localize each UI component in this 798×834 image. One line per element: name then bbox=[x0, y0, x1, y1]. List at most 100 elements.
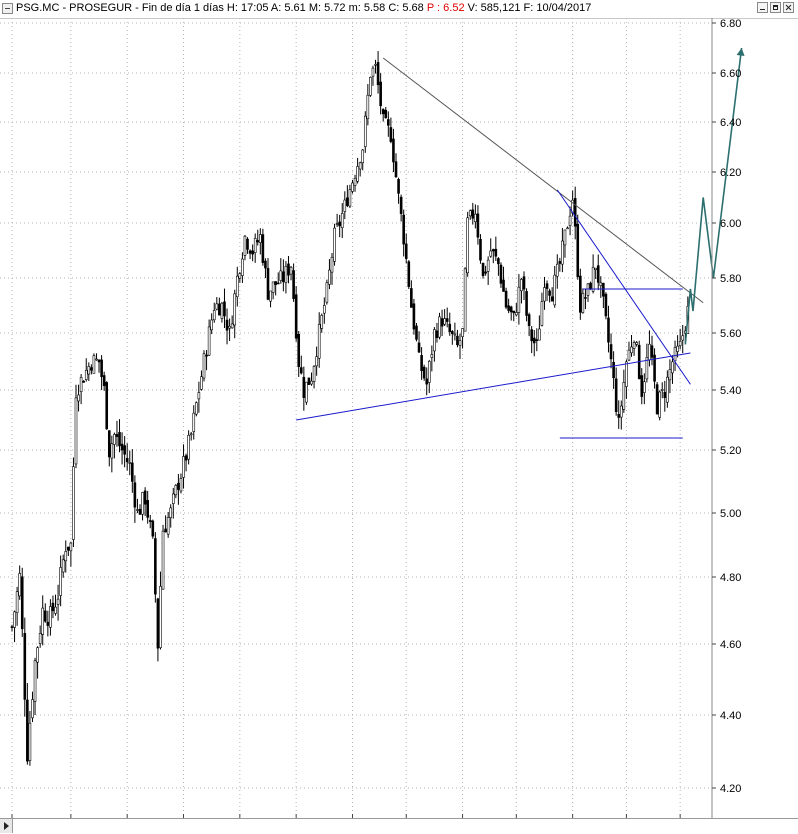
candle-body bbox=[543, 287, 546, 302]
candle-body bbox=[289, 266, 293, 275]
candle-body bbox=[607, 317, 610, 343]
candle-body bbox=[10, 626, 14, 628]
candle-body bbox=[397, 179, 400, 194]
candle-body bbox=[448, 323, 452, 333]
candle-body bbox=[399, 196, 403, 214]
candle-body bbox=[299, 367, 303, 374]
minimize-icon[interactable] bbox=[757, 2, 768, 13]
candle-body bbox=[251, 250, 254, 255]
candle-body bbox=[202, 353, 206, 379]
candle-body bbox=[515, 312, 518, 316]
candle-body bbox=[312, 366, 316, 382]
candle-body bbox=[266, 268, 270, 300]
candle-body bbox=[184, 455, 188, 461]
candle-body bbox=[348, 189, 352, 207]
time-scrollbar[interactable] bbox=[0, 818, 798, 834]
maximize-icon[interactable] bbox=[770, 2, 781, 13]
candle-body bbox=[489, 250, 493, 257]
candle-body bbox=[532, 337, 536, 344]
candle-body bbox=[107, 430, 111, 458]
candle-body bbox=[545, 283, 549, 289]
y-tick-label: 4.40 bbox=[720, 710, 741, 722]
candle-body bbox=[97, 359, 101, 363]
candle-body bbox=[195, 402, 198, 415]
candle-body bbox=[599, 282, 603, 286]
candle-body bbox=[95, 358, 98, 361]
candle-body bbox=[92, 355, 96, 374]
candle-body bbox=[458, 340, 462, 346]
candle-body bbox=[323, 305, 326, 314]
candle-body bbox=[412, 303, 416, 330]
candle-body bbox=[233, 293, 237, 326]
candle-body bbox=[235, 275, 239, 298]
candle-body bbox=[276, 282, 280, 285]
candle-body bbox=[90, 367, 93, 371]
close-icon[interactable] bbox=[783, 2, 794, 13]
candle-body bbox=[353, 177, 357, 186]
candle-body bbox=[407, 261, 411, 287]
candle-body bbox=[77, 394, 80, 402]
window-menu-icon[interactable] bbox=[2, 3, 13, 14]
candle-body bbox=[346, 197, 349, 206]
candle-body bbox=[422, 366, 426, 379]
candle-body bbox=[330, 256, 334, 273]
candle-body bbox=[138, 508, 142, 515]
candle-body bbox=[630, 346, 633, 354]
candle-body bbox=[154, 538, 157, 595]
candle-body bbox=[356, 166, 359, 182]
candle-body bbox=[69, 542, 73, 552]
candle-body bbox=[31, 699, 34, 719]
candle-body bbox=[61, 559, 65, 573]
candle-body bbox=[443, 318, 446, 325]
candle-body bbox=[568, 215, 572, 226]
title-suffix: V: 585,121 F: 10/04/2017 bbox=[467, 2, 592, 14]
candle-body bbox=[404, 243, 408, 259]
window-controls bbox=[757, 2, 794, 13]
candle-body bbox=[161, 530, 165, 590]
title-price-p: P : 6.52 bbox=[426, 2, 468, 14]
candle-body bbox=[338, 221, 341, 227]
candle-body bbox=[555, 263, 559, 277]
candle-body bbox=[143, 490, 147, 505]
candle-body bbox=[287, 263, 290, 276]
candle-body bbox=[102, 375, 106, 386]
trendline-blue bbox=[296, 352, 691, 421]
candle-body bbox=[200, 376, 203, 390]
candle-body bbox=[466, 217, 469, 274]
candle-body bbox=[479, 238, 482, 261]
y-tick-label: 5.60 bbox=[720, 328, 741, 340]
candle-body bbox=[612, 361, 615, 379]
candle-body bbox=[136, 509, 139, 511]
candle-body bbox=[123, 445, 126, 455]
candle-body bbox=[328, 269, 331, 285]
candle-body bbox=[445, 318, 449, 322]
candle-body bbox=[100, 359, 103, 378]
candle-body bbox=[402, 214, 405, 245]
candle-body bbox=[527, 314, 531, 326]
candle-body bbox=[274, 281, 277, 285]
candle-body bbox=[20, 576, 24, 630]
candle-body bbox=[509, 306, 513, 313]
candle-body bbox=[36, 647, 39, 663]
candle-body bbox=[430, 354, 434, 358]
window-title: PSG.MC - PROSEGUR - Fin de día 1 días H:… bbox=[16, 2, 591, 14]
candle-body bbox=[243, 235, 247, 256]
candle-body bbox=[517, 286, 521, 313]
candle-body bbox=[223, 301, 226, 317]
candle-body bbox=[579, 275, 582, 313]
candle-body bbox=[87, 366, 91, 375]
candle-body bbox=[361, 149, 365, 164]
candle-body bbox=[576, 223, 580, 278]
candle-body bbox=[548, 290, 551, 296]
candle-body bbox=[105, 382, 109, 430]
scroll-left-arrow-icon[interactable] bbox=[0, 819, 13, 833]
candle-body bbox=[74, 397, 78, 465]
candle-body bbox=[151, 520, 155, 537]
candle-body bbox=[681, 335, 685, 341]
candle-body bbox=[461, 328, 464, 337]
candle-body bbox=[177, 482, 180, 490]
candle-body bbox=[379, 81, 382, 107]
candle-body bbox=[125, 457, 129, 463]
candle-body bbox=[617, 414, 621, 418]
